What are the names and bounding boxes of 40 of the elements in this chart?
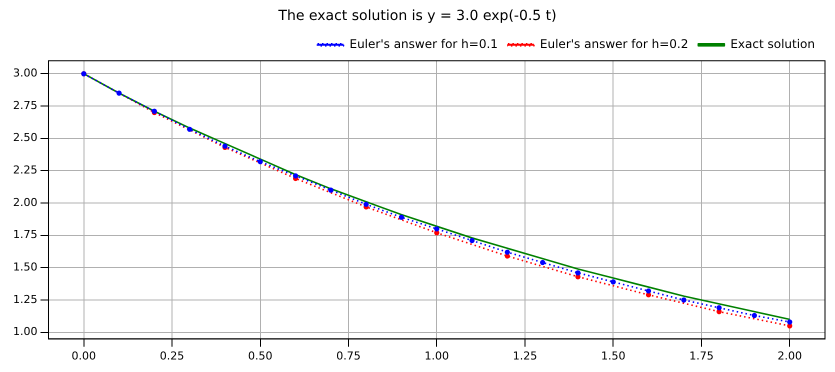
x-tick-label: 0.25	[160, 349, 184, 362]
chart-title: The exact solution is y = 3.0 exp(-0.5 t)	[277, 8, 557, 24]
point	[681, 297, 686, 303]
y-tick-label: 3.00	[12, 66, 38, 80]
point	[258, 159, 263, 164]
point	[540, 260, 546, 266]
point	[610, 279, 616, 285]
point	[364, 202, 369, 207]
y-tick-label: 1.75	[12, 228, 38, 242]
point	[716, 305, 722, 310]
x-tick-label: 0.75	[336, 349, 361, 362]
legend-label: Exact solution	[730, 36, 816, 51]
y-tick-label: 1.50	[12, 260, 38, 274]
x-tick-label: 2.00	[777, 349, 802, 362]
y-tick-label: 1.00	[12, 325, 38, 338]
point	[434, 226, 440, 232]
point	[292, 173, 298, 178]
y-tick-label: 2.75	[12, 98, 38, 112]
x-tick-label: 0.50	[248, 349, 273, 362]
point	[328, 188, 334, 193]
point	[187, 126, 192, 132]
legend-label: Euler's answer for h=0.2	[540, 36, 688, 51]
x-tick-label: 1.50	[600, 349, 626, 362]
point	[504, 250, 510, 255]
point	[646, 288, 652, 294]
point	[787, 319, 792, 325]
x-tick-label: 1.00	[424, 349, 449, 362]
y-tick-label: 1.25	[12, 292, 38, 306]
point	[398, 214, 404, 220]
x-tick-label: 0.00	[72, 349, 96, 362]
x-tick-label: 1.25	[512, 349, 538, 362]
point	[116, 90, 122, 96]
y-tick-label: 2.00	[12, 196, 38, 209]
point	[752, 312, 758, 318]
y-tick-label: 2.50	[12, 131, 38, 144]
point	[575, 270, 581, 276]
x-tick-label: 1.75	[689, 349, 714, 362]
y-tick-label: 2.25	[12, 164, 38, 177]
point	[469, 238, 475, 244]
legend-label: Euler's answer for h=0.1	[349, 36, 498, 51]
